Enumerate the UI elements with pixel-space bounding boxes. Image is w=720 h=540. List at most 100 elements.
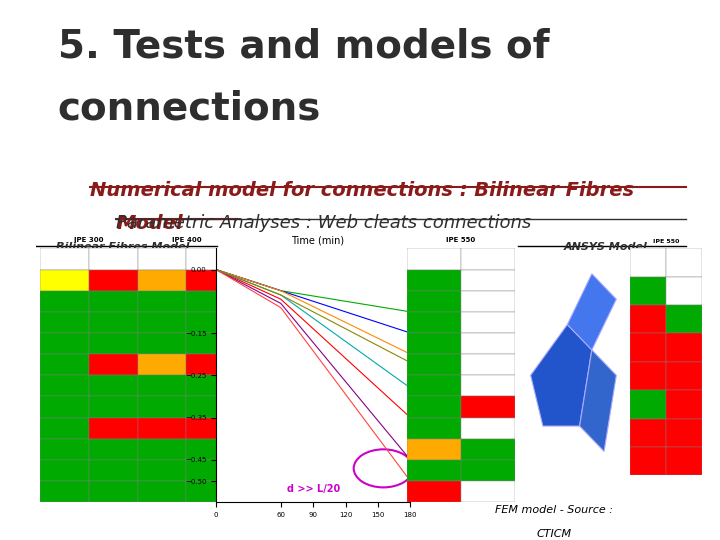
Bar — [186, 481, 235, 502]
Text: 92: 92 — [11, 151, 32, 165]
Bar — [186, 333, 235, 354]
Bar — [461, 269, 515, 291]
Text: IPE 550: IPE 550 — [446, 237, 475, 244]
Text: Parametric Analyses : Web cleats connections: Parametric Analyses : Web cleats connect… — [117, 214, 531, 233]
Bar — [40, 291, 89, 312]
Bar — [407, 291, 461, 312]
Bar — [89, 438, 138, 460]
Text: CTICM: CTICM — [537, 529, 572, 538]
Bar — [235, 312, 284, 333]
Text: Time (min): Time (min) — [291, 236, 343, 246]
Bar — [630, 305, 666, 333]
Bar — [630, 447, 666, 475]
Bar — [461, 354, 515, 375]
Bar — [138, 460, 186, 481]
Bar — [630, 418, 666, 447]
Bar — [235, 291, 284, 312]
Bar — [89, 248, 138, 269]
Polygon shape — [567, 274, 616, 350]
Bar — [407, 481, 461, 502]
Bar — [407, 438, 461, 460]
Bar — [138, 481, 186, 502]
Bar — [666, 333, 702, 362]
Bar — [630, 333, 666, 362]
Bar — [630, 362, 666, 390]
Text: 60: 60 — [238, 251, 249, 260]
Bar — [235, 417, 284, 438]
Bar — [40, 248, 89, 269]
Bar — [40, 481, 89, 502]
Bar — [666, 276, 702, 305]
Bar — [138, 248, 186, 269]
Bar — [630, 390, 666, 418]
Bar — [40, 417, 89, 438]
Bar — [89, 333, 138, 354]
Bar — [235, 354, 284, 375]
Text: IPE 300: IPE 300 — [74, 237, 103, 244]
Bar — [186, 460, 235, 481]
Bar — [407, 417, 461, 438]
Bar — [235, 396, 284, 417]
Bar — [461, 438, 515, 460]
Bar — [138, 396, 186, 417]
Bar — [89, 396, 138, 417]
Bar — [186, 375, 235, 396]
Bar — [186, 417, 235, 438]
Bar — [666, 305, 702, 333]
Bar — [138, 333, 186, 354]
Bar — [461, 333, 515, 354]
Bar — [666, 418, 702, 447]
Bar — [89, 375, 138, 396]
Bar — [461, 396, 515, 417]
Text: d >> L/20: d >> L/20 — [287, 484, 340, 494]
Bar — [89, 291, 138, 312]
Bar — [89, 269, 138, 291]
Bar — [235, 460, 284, 481]
Bar — [407, 269, 461, 291]
Bar — [235, 375, 284, 396]
Text: FEM model - Source :: FEM model - Source : — [495, 505, 613, 515]
Bar — [138, 291, 186, 312]
Text: 90: 90 — [279, 251, 289, 260]
Bar — [235, 438, 284, 460]
Bar — [630, 248, 666, 276]
Text: 180: 180 — [396, 251, 413, 260]
Bar — [138, 354, 186, 375]
Bar — [40, 396, 89, 417]
Bar — [186, 396, 235, 417]
Text: ANSYS Model: ANSYS Model — [563, 242, 647, 252]
Bar — [235, 333, 284, 354]
Text: 150: 150 — [356, 251, 372, 260]
Text: Model: Model — [117, 214, 183, 233]
Bar — [89, 312, 138, 333]
Bar — [461, 291, 515, 312]
Bar — [40, 312, 89, 333]
Bar — [186, 291, 235, 312]
Bar — [407, 375, 461, 396]
Bar — [461, 460, 515, 481]
Bar — [89, 417, 138, 438]
Bar — [40, 460, 89, 481]
Bar — [40, 375, 89, 396]
Text: Bilinear Fibres Model: Bilinear Fibres Model — [56, 242, 190, 252]
Bar — [666, 248, 702, 276]
Bar — [407, 248, 461, 269]
Polygon shape — [580, 350, 616, 451]
Bar — [186, 354, 235, 375]
Bar — [186, 269, 235, 291]
Text: connections: connections — [58, 90, 321, 128]
Bar — [138, 312, 186, 333]
Bar — [138, 269, 186, 291]
Bar — [40, 354, 89, 375]
Bar — [666, 362, 702, 390]
Bar — [186, 438, 235, 460]
Bar — [666, 390, 702, 418]
Bar — [89, 481, 138, 502]
Bar — [235, 248, 284, 269]
Bar — [40, 333, 89, 354]
Bar — [461, 375, 515, 396]
Bar — [40, 269, 89, 291]
Bar — [461, 312, 515, 333]
Bar — [407, 396, 461, 417]
Bar — [138, 438, 186, 460]
